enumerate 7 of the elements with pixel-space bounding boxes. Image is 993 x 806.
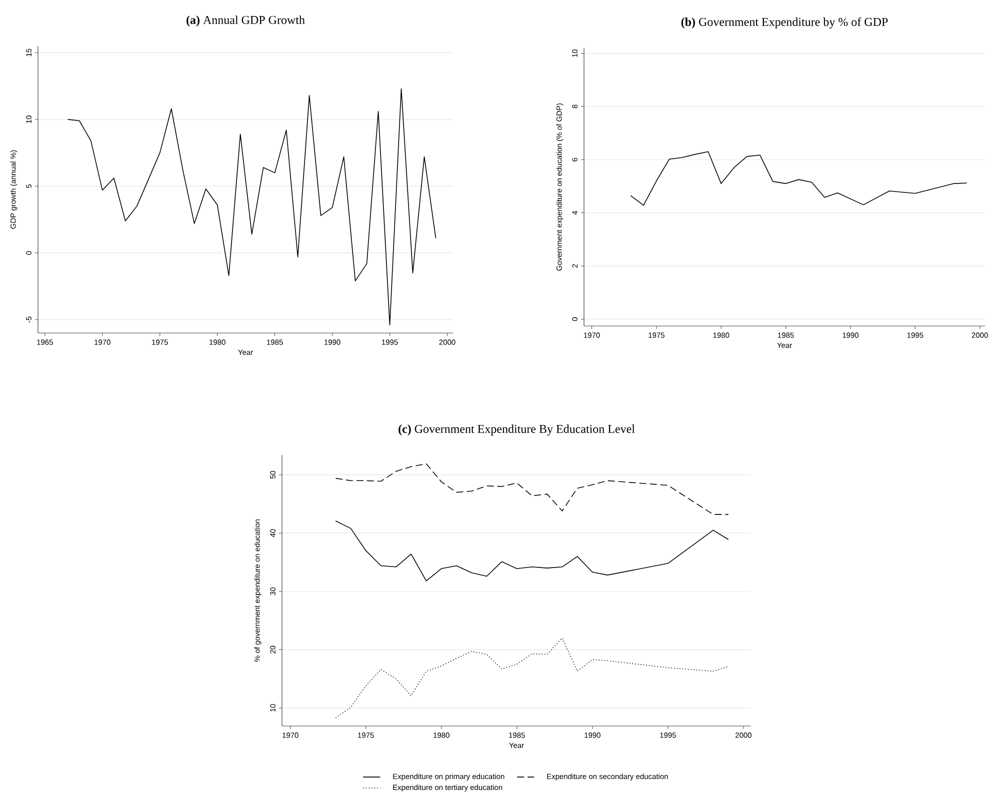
chart-title: (b) Government Expenditure by % of GDP	[681, 17, 888, 28]
line-series	[630, 151, 968, 206]
line-series	[335, 638, 729, 718]
chart-title: (c) Government Expenditure By Education Level	[398, 424, 635, 436]
line-series	[335, 463, 729, 515]
line-series	[335, 520, 729, 582]
chart-title: (a) Annual GDP Growth	[186, 16, 305, 26]
